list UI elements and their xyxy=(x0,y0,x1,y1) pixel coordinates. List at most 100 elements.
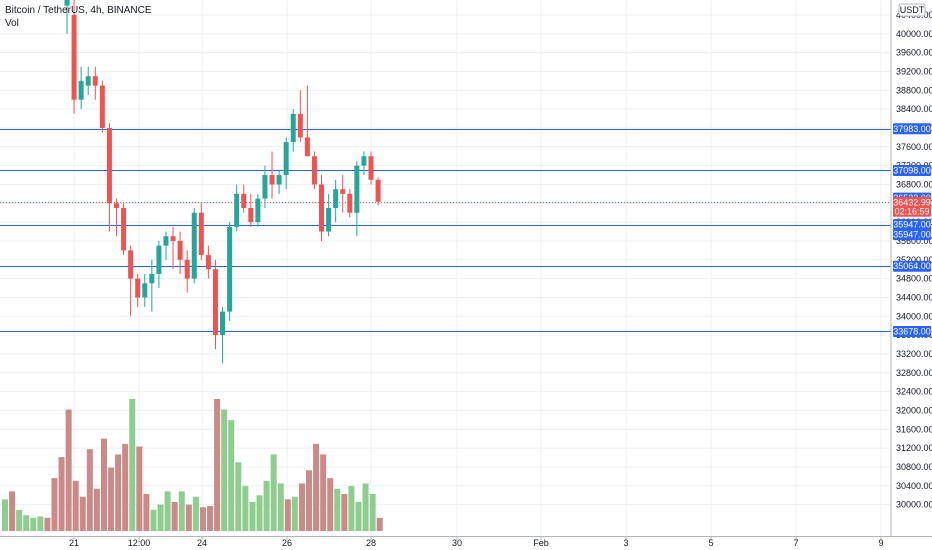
candle xyxy=(333,179,339,223)
y-tick-label: 39600.00 xyxy=(896,48,932,58)
volume-bars xyxy=(2,399,383,531)
candle xyxy=(121,203,127,256)
volume-bar xyxy=(199,507,206,531)
candle xyxy=(269,151,275,199)
candle xyxy=(241,184,247,213)
candle xyxy=(78,66,84,110)
y-tick-label: 30800.00 xyxy=(896,462,932,472)
candle-body xyxy=(227,226,233,312)
volume-bar xyxy=(277,483,284,531)
volume-bar xyxy=(16,509,23,531)
volume-bar xyxy=(79,496,86,531)
price-badge-text: 35947.00 xyxy=(893,230,931,240)
candle-body xyxy=(142,283,148,298)
candle-body xyxy=(92,76,98,86)
candle xyxy=(92,66,98,100)
candle-body xyxy=(269,175,275,185)
candle-body xyxy=(177,240,183,260)
candle xyxy=(326,193,332,237)
candle-body xyxy=(354,165,360,213)
symbol-title: Bitcoin / TetherUS, 4h, BINANCE xyxy=(5,5,152,16)
last-price-countdown: 02:16:59 xyxy=(894,207,929,217)
volume-bar xyxy=(306,470,313,531)
volume-bar xyxy=(221,409,228,531)
candle xyxy=(375,177,381,206)
candle-body xyxy=(340,189,346,194)
candle xyxy=(354,160,360,237)
price-badge-bg xyxy=(893,229,931,241)
y-tick-label: 32400.00 xyxy=(896,387,932,397)
volume-bar xyxy=(185,504,192,531)
y-tick-label: 38400.00 xyxy=(896,104,932,114)
x-tick-label: 12:00 xyxy=(128,538,151,548)
candle-body xyxy=(347,193,353,213)
volume-bar xyxy=(235,462,242,531)
volume-bar xyxy=(44,517,51,531)
candle-body xyxy=(113,203,119,209)
candle xyxy=(276,170,282,194)
candle-body xyxy=(198,212,204,256)
volume-bar xyxy=(108,467,115,531)
volume-bar xyxy=(129,399,136,531)
candle-body xyxy=(290,113,296,143)
candle xyxy=(255,193,261,227)
volume-bar xyxy=(341,494,348,531)
currency-badge: USDT xyxy=(898,3,926,17)
y-tick-label: 34000.00 xyxy=(896,311,932,321)
volume-bar xyxy=(122,443,129,531)
level-badge-text: 35064.00 xyxy=(893,261,931,271)
candle-body xyxy=(184,259,190,279)
candle-body xyxy=(78,80,84,100)
candle-body xyxy=(106,127,112,204)
level-badge: 35947.00 xyxy=(893,219,931,231)
candle-body xyxy=(375,179,381,202)
candle xyxy=(283,137,289,190)
volume-bar xyxy=(100,438,107,531)
candle-body xyxy=(255,198,261,223)
candle xyxy=(347,189,353,218)
level-badge-bg xyxy=(893,219,931,231)
volume-bar xyxy=(178,491,185,531)
candle xyxy=(64,0,70,34)
volume-bar xyxy=(256,495,263,531)
candle-body xyxy=(71,15,77,100)
candle xyxy=(304,85,310,157)
candle-body xyxy=(99,85,105,128)
level-badge: 33678.00 xyxy=(893,325,931,337)
candle xyxy=(248,193,254,227)
candle xyxy=(198,203,204,260)
x-tick-label: 28 xyxy=(366,538,376,548)
volume-bar xyxy=(355,501,362,531)
y-tick-label: 34800.00 xyxy=(896,274,932,284)
candle xyxy=(311,151,317,190)
level-badge-text: 33678.00 xyxy=(893,326,931,336)
candle-body xyxy=(297,113,303,138)
candle xyxy=(170,226,176,270)
last-price-value: 36432.99 xyxy=(893,198,931,208)
x-tick-label: 3 xyxy=(623,538,628,548)
x-tick-label: 9 xyxy=(878,538,883,548)
chart-legend: Bitcoin / TetherUS, 4h, BINANCE Vol xyxy=(5,4,152,30)
candle-body xyxy=(333,189,339,209)
candle-body xyxy=(241,193,247,209)
x-tick-label: 26 xyxy=(282,538,292,548)
volume-bar xyxy=(313,443,320,531)
y-tick-label: 39200.00 xyxy=(896,66,932,76)
volume-bar xyxy=(270,454,277,531)
y-tick-label: 34400.00 xyxy=(896,292,932,302)
level-badge-text: 35947.00 xyxy=(893,220,931,230)
candle-body xyxy=(212,269,218,336)
volume-bar xyxy=(369,494,376,531)
volume-bar xyxy=(30,517,37,531)
volume-bar xyxy=(93,488,100,531)
x-tick-label: 30 xyxy=(452,538,462,548)
candle xyxy=(340,175,346,213)
candle-body xyxy=(326,208,332,232)
candle-body xyxy=(135,278,141,298)
x-tick-label: Feb xyxy=(533,538,549,548)
candle xyxy=(85,66,91,96)
candle xyxy=(142,273,148,307)
candle-body xyxy=(304,137,310,157)
volume-bar xyxy=(362,483,369,531)
